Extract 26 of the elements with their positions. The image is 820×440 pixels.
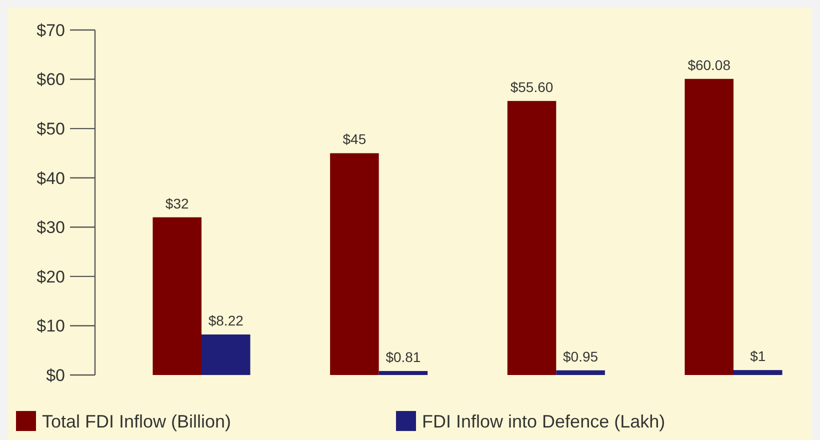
y-tick-label: $30 [36, 218, 65, 238]
y-tick-label: $40 [36, 168, 65, 188]
y-tick-label: $50 [36, 120, 65, 139]
data-label: $32 [165, 195, 190, 212]
bar [152, 217, 202, 375]
bar [330, 153, 379, 375]
bar [734, 370, 782, 375]
y-tick-label: $0 [46, 366, 65, 385]
legend-label: Total FDI Inflow (Billion) [42, 411, 232, 432]
legend-label: FDI Inflow into Defence (Lakh) [422, 411, 666, 432]
data-label: $8.22 [208, 312, 244, 328]
y-tick-label: $60 [36, 70, 65, 90]
bar [507, 100, 556, 375]
data-label: $1 [750, 348, 766, 364]
data-label: $0.95 [563, 348, 598, 364]
data-label: $0.81 [386, 349, 421, 366]
data-label: $55.60 [510, 78, 554, 95]
data-label: $60.08 [688, 56, 731, 73]
bar [684, 78, 734, 375]
y-tick-label: $70 [36, 20, 65, 40]
data-label: $45 [342, 131, 366, 148]
y-tick-label: $10 [36, 316, 65, 336]
bar [556, 370, 605, 375]
bar [202, 334, 250, 375]
y-tick-label: $20 [36, 267, 65, 286]
bar [378, 371, 428, 375]
